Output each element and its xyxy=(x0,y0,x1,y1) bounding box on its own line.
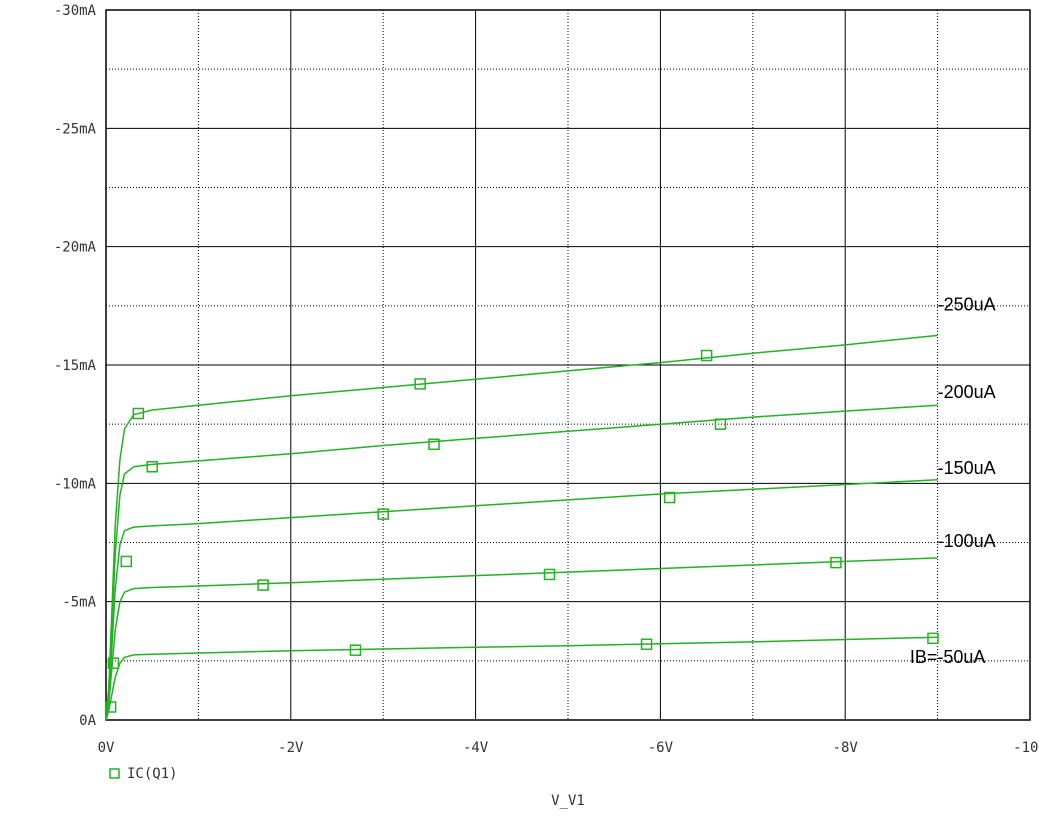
data-marker xyxy=(927,632,939,645)
data-marker xyxy=(146,461,158,473)
x-tick-label: -10V xyxy=(1013,740,1039,756)
data-marker xyxy=(107,657,120,669)
curve-labels: -250uA -200uA -150uA -100uA IB=-50uA xyxy=(910,295,996,668)
data-marker xyxy=(120,555,133,568)
curve-label: -100uA xyxy=(938,531,996,551)
data-marker xyxy=(663,491,676,504)
y-tick-label: -10mA xyxy=(54,476,97,492)
plot-frame xyxy=(105,9,1031,721)
data-marker xyxy=(257,579,269,591)
curve-line xyxy=(105,479,938,721)
y-tick-label: -25mA xyxy=(54,121,97,137)
data-marker xyxy=(377,508,389,520)
curve-line xyxy=(105,404,938,721)
markers xyxy=(104,349,939,713)
curve-label: -150uA xyxy=(938,458,996,478)
curve-label: IB=-50uA xyxy=(910,647,986,667)
data-marker xyxy=(414,378,426,390)
x-tick-label: -8V xyxy=(833,740,859,756)
curve-line xyxy=(105,636,938,721)
curve-line xyxy=(105,557,938,721)
y-tick-label: -20mA xyxy=(54,240,97,256)
data-marker xyxy=(543,568,556,581)
data-marker xyxy=(830,556,842,569)
legend-marker xyxy=(109,768,120,779)
grid xyxy=(106,10,1030,720)
y-tick-label: -15mA xyxy=(54,358,97,374)
y-tick-label: 0A xyxy=(79,713,96,729)
data-marker xyxy=(428,438,440,451)
data-marker xyxy=(349,644,362,656)
x-axis-title: V_V1 xyxy=(551,793,585,809)
data-marker xyxy=(132,407,145,420)
legend: IC(Q1) xyxy=(109,766,178,782)
curve-line xyxy=(105,334,938,721)
x-tick-label: -4V xyxy=(463,740,489,756)
data-marker xyxy=(714,418,727,430)
x-tick-label: 0V xyxy=(98,740,115,756)
data-marker xyxy=(640,638,653,651)
data-marker xyxy=(104,701,117,713)
x-tick-label: -2V xyxy=(278,740,304,756)
curves xyxy=(105,334,938,721)
data-marker xyxy=(700,349,713,362)
y-tick-label: -30mA xyxy=(54,3,97,19)
tick-labels: 0V -2V -4V -6V -8V -10V 0A -5mA -10mA -15mA -20mA -… xyxy=(54,3,1039,756)
legend-label: IC(Q1) xyxy=(127,766,178,782)
curve-label: -250uA xyxy=(938,295,996,315)
x-tick-label: -6V xyxy=(648,740,674,756)
y-tick-label: -5mA xyxy=(62,595,96,611)
curve-label: -200uA xyxy=(938,382,996,402)
